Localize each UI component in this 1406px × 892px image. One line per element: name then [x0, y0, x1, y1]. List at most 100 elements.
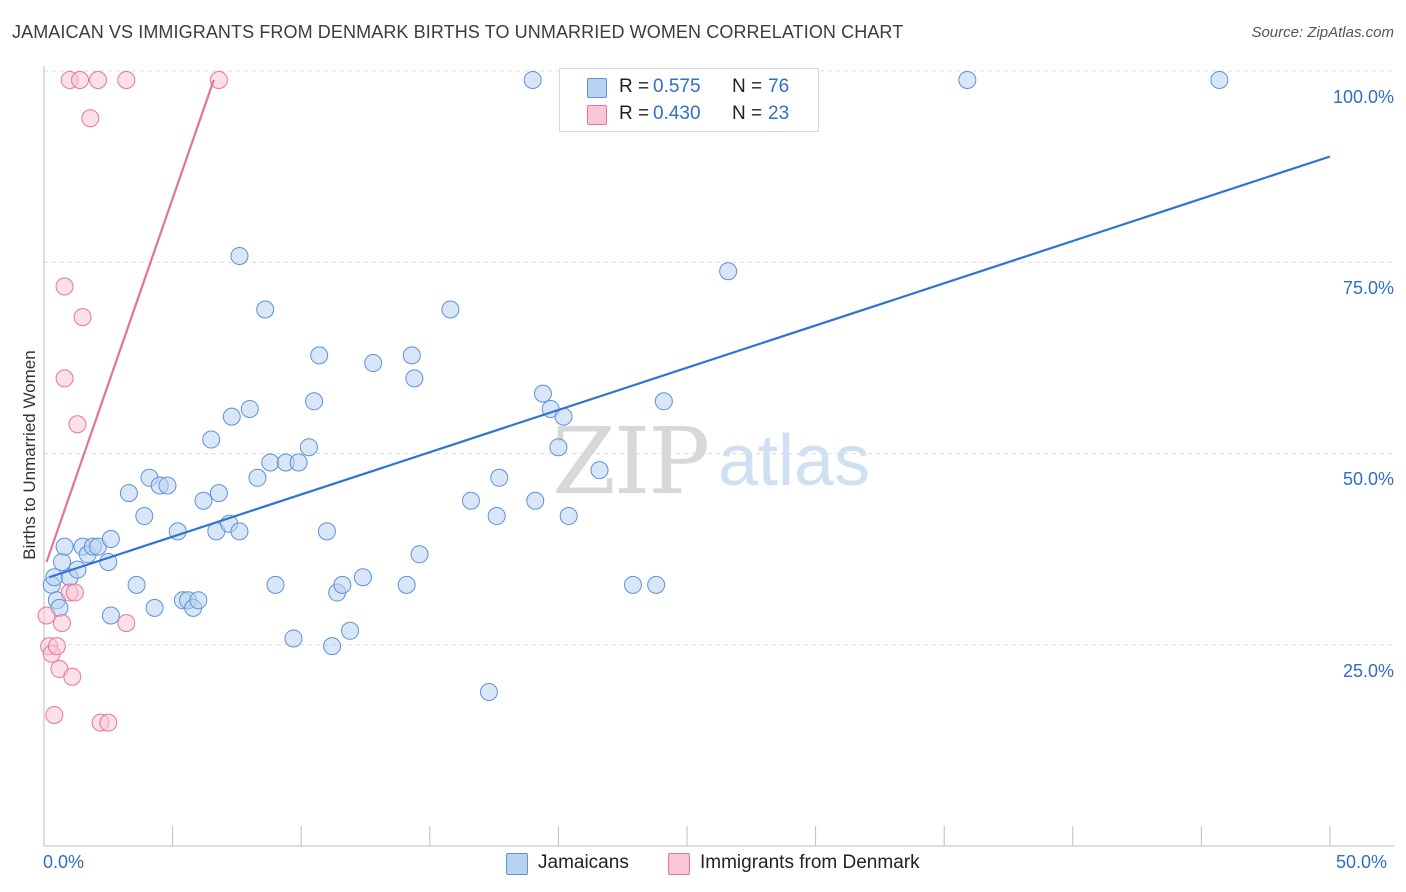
- n-label: N =: [732, 76, 763, 97]
- r-label: R =: [619, 76, 650, 97]
- denmark-point: [117, 614, 136, 633]
- jamaicans-point: [230, 522, 249, 541]
- chart-title: JAMAICAN VS IMMIGRANTS FROM DENMARK BIRT…: [12, 22, 904, 42]
- denmark-point: [65, 583, 84, 602]
- denmark-point: [37, 606, 56, 625]
- jamaicans-points: [42, 71, 1229, 701]
- jamaicans-point: [487, 507, 506, 526]
- jamaicans-point: [647, 575, 666, 594]
- jamaicans-point: [230, 246, 249, 265]
- jamaicans-point: [549, 438, 568, 457]
- denmark-point: [209, 71, 228, 89]
- jamaicans-point: [240, 399, 259, 418]
- jamaicans-point: [490, 468, 509, 487]
- jamaicans-point: [158, 476, 177, 495]
- n-value: 23: [768, 103, 790, 124]
- jamaicans-point: [45, 568, 64, 587]
- jamaicans-point: [533, 384, 552, 403]
- jamaicans-point: [590, 461, 609, 480]
- legend-row-jamaicans: R = 0.575 N = 76: [560, 73, 818, 101]
- denmark-points: [37, 71, 228, 732]
- jamaicans-point: [526, 491, 545, 510]
- axes: [43, 66, 1394, 847]
- watermark-zip: ZIP: [552, 408, 710, 515]
- jamaicans-point: [119, 484, 138, 503]
- jamaicans-point: [623, 575, 642, 594]
- source-label: Source: ZipAtlas.com: [1251, 24, 1394, 41]
- jamaicans-point: [289, 453, 308, 472]
- jamaicans-point: [1210, 71, 1229, 89]
- jamaicans-point: [101, 606, 120, 625]
- r-label: R =: [619, 103, 650, 124]
- jamaicans-point: [222, 407, 241, 426]
- jamaicans-point: [53, 552, 72, 571]
- jamaicans-point: [441, 300, 460, 319]
- denmark-legend-icon: [668, 853, 690, 875]
- jamaicans-point: [127, 575, 146, 594]
- denmark-point: [81, 109, 100, 128]
- jamaicans-point: [402, 346, 421, 365]
- denmark-trend-line: [45, 79, 215, 563]
- trend-lines: [45, 79, 1331, 579]
- denmark-point: [89, 71, 108, 89]
- jamaicans-point: [353, 568, 372, 587]
- jamaicans-point: [333, 575, 352, 594]
- jamaicans-point: [958, 71, 977, 89]
- jamaicans-trend-line: [48, 155, 1331, 579]
- r-value: 0.430: [653, 103, 701, 124]
- y-tick-label: 50.0%: [1342, 469, 1394, 489]
- jamaicans-point: [284, 629, 303, 648]
- jamaicans-point: [55, 537, 74, 556]
- jamaicans-point: [135, 507, 154, 526]
- jamaicans-point: [523, 71, 542, 89]
- jamaicans-point: [209, 484, 228, 503]
- denmark-swatch-icon: [587, 105, 607, 125]
- y-tick-label: 100.0%: [1332, 87, 1394, 107]
- x-tick-label-max: 50.0%: [1336, 852, 1388, 872]
- denmark-point: [117, 71, 136, 89]
- y-axis-label: Births to Unmarried Women: [20, 350, 39, 560]
- jamaicans-point: [364, 354, 383, 373]
- jamaicans-point: [479, 683, 498, 701]
- jamaicans-point: [261, 453, 280, 472]
- jamaicans-point: [410, 545, 429, 564]
- legend-row-denmark: R = 0.430 N = 23: [560, 100, 818, 128]
- jamaicans-point: [310, 346, 329, 365]
- watermark-atlas: atlas: [718, 421, 871, 501]
- jamaicans-point: [461, 491, 480, 510]
- denmark-point: [99, 713, 118, 732]
- jamaicans-point: [189, 591, 208, 610]
- jamaicans-point: [397, 575, 416, 594]
- jamaicans-point: [654, 392, 673, 411]
- jamaicans-swatch-icon: [587, 78, 607, 98]
- jamaicans-point: [299, 438, 318, 457]
- jamaicans-point: [323, 637, 342, 656]
- denmark-point: [71, 71, 90, 89]
- jamaicans-point: [101, 530, 120, 548]
- jamaicans-point: [341, 621, 360, 640]
- jamaicans-point: [305, 392, 324, 411]
- denmark-point: [47, 637, 66, 656]
- r-value: 0.575: [653, 76, 701, 97]
- jamaicans-point: [248, 468, 267, 487]
- legend-label: Immigrants from Denmark: [700, 852, 920, 873]
- y-tick-label: 75.0%: [1342, 278, 1394, 298]
- denmark-point: [53, 614, 72, 633]
- jamaicans-point: [317, 522, 336, 541]
- legend-label: Jamaicans: [538, 852, 629, 873]
- denmark-point: [45, 705, 64, 724]
- y-tick-label: 25.0%: [1342, 661, 1394, 681]
- x-tick-label-min: 0.0%: [43, 852, 85, 872]
- n-label: N =: [732, 103, 763, 124]
- jamaicans-point: [202, 430, 221, 449]
- denmark-point: [68, 415, 87, 434]
- denmark-point: [55, 277, 74, 296]
- denmark-point: [55, 369, 74, 388]
- jamaicans-legend-icon: [506, 853, 528, 875]
- jamaicans-point: [405, 369, 424, 388]
- jamaicans-point: [99, 552, 118, 571]
- jamaicans-point: [194, 491, 213, 510]
- jamaicans-point: [266, 575, 285, 594]
- jamaicans-point: [719, 262, 738, 281]
